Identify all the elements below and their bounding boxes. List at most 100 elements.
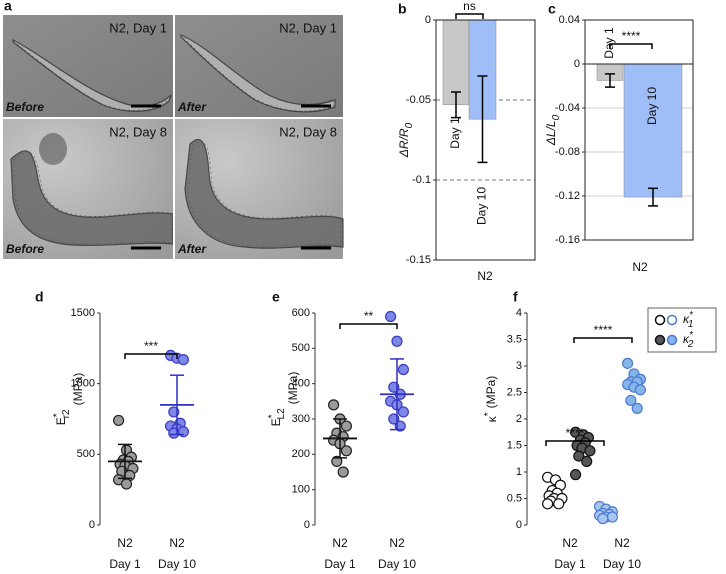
x-tick-label: N2 <box>562 536 578 550</box>
y-axis-label-sub: r2 <box>61 409 72 418</box>
significance-bracket <box>609 43 653 49</box>
data-point <box>631 402 643 414</box>
y-axis-label-sup: * <box>483 412 494 416</box>
x-tick-label: Day 10 <box>158 557 196 571</box>
y-axis-label-base: E <box>54 417 68 425</box>
legend-swatch <box>654 334 666 346</box>
y-tick-label: -0.12 <box>555 190 580 202</box>
y-axis-label: ΔL/L0 <box>544 114 561 146</box>
category-label: Day 10 <box>645 87 659 125</box>
y-tick-label: -0.16 <box>555 234 580 246</box>
significance-bracket <box>545 440 605 446</box>
significance-label: **** <box>594 323 613 337</box>
data-point <box>581 455 593 467</box>
data-point <box>573 450 585 462</box>
x-tick-label: N2 <box>117 536 133 550</box>
significance-label: ** <box>364 309 374 323</box>
y-axis-label: ΔR/R0 <box>397 122 414 158</box>
data-point <box>397 406 409 418</box>
y-tick-label: 4 <box>516 307 522 319</box>
panel-label: d <box>35 289 44 305</box>
x-tick-label: Day 10 <box>603 557 641 571</box>
image-tag: After <box>177 100 207 114</box>
significance-label: *** <box>144 339 158 353</box>
category-label: Day 1 <box>448 117 462 149</box>
category-label: Day 10 <box>475 187 489 225</box>
y-axis-label-base: ΔR/R <box>397 128 411 158</box>
y-tick-label: 1000 <box>71 378 95 390</box>
data-point <box>397 363 409 376</box>
y-tick-label: 1.5 <box>507 439 522 451</box>
legend-label-sup: * <box>689 310 694 321</box>
image-caption: N2, Day 8 <box>109 124 167 139</box>
legend-label-sub: 2 <box>687 339 694 350</box>
panel-label: b <box>398 1 407 17</box>
data-point <box>337 466 349 478</box>
plot-frame <box>584 19 694 241</box>
micrograph: N2, Day 8 Before <box>3 119 174 259</box>
y-axis-label-unit: (MPa) <box>71 373 85 406</box>
data-point <box>541 498 554 510</box>
y-tick-label: 3 <box>516 360 522 372</box>
significance-bracket <box>573 337 633 343</box>
y-axis-label-base: E <box>269 418 283 426</box>
data-point <box>597 513 609 525</box>
worm <box>180 34 336 113</box>
x-tick-label: N2 <box>389 536 405 550</box>
x-tick-label: Day 10 <box>378 557 416 571</box>
worm-gut <box>15 40 170 111</box>
image-tag: Before <box>6 242 44 256</box>
y-tick-label: -0.1 <box>412 174 431 186</box>
significance-bracket <box>455 13 484 19</box>
panel-label: f <box>513 289 518 305</box>
x-tick-label: Day 1 <box>109 557 141 571</box>
y-tick-label: 400 <box>292 378 310 390</box>
panel-label: a <box>4 0 12 14</box>
legend-label: κ* 1 <box>683 310 694 330</box>
micrograph: N2, Day 8 After <box>175 119 344 259</box>
y-axis-label-sub: 0 <box>404 122 415 128</box>
y-axis-label-sup: * <box>52 413 63 417</box>
data-point <box>177 354 189 366</box>
legend-label: κ* 2 <box>683 330 694 350</box>
y-axis-label-unit: (MPa) <box>286 372 300 405</box>
legend-label-sub: 1 <box>688 319 694 330</box>
data-point <box>340 420 352 432</box>
x-axis-label: N2 <box>477 269 493 283</box>
data-point <box>331 455 343 467</box>
data-point <box>385 310 397 323</box>
y-tick-label: 0 <box>425 14 431 26</box>
bar <box>623 63 683 198</box>
image-bg <box>3 15 173 117</box>
y-axis-label-sub: L2 <box>276 408 287 420</box>
worm <box>184 138 344 249</box>
y-tick-label: -0.05 <box>406 94 431 106</box>
micrograph: N2, Day 1 After <box>175 15 343 117</box>
y-axis-label: κ* (MPa) <box>483 376 500 423</box>
y-tick-label: 500 <box>77 448 95 460</box>
y-tick-label: 3.5 <box>507 333 522 345</box>
y-axis-label-base: ΔL/L <box>544 120 558 146</box>
y-tick-label: -0.04 <box>555 102 580 114</box>
y-tick-label: 0 <box>89 519 95 531</box>
panel-label: e <box>272 289 280 305</box>
y-tick-label: 0.04 <box>559 14 580 26</box>
y-axis-label-sub: 0 <box>551 114 562 120</box>
x-tick-label: N2 <box>332 536 348 550</box>
y-tick-label: -0.15 <box>406 254 431 266</box>
blob <box>39 133 67 165</box>
y-tick-label: 0 <box>516 519 522 531</box>
micrograph: N2, Day 1 Before <box>3 15 173 117</box>
data-point <box>625 394 637 407</box>
x-tick-label: Day 1 <box>554 557 586 571</box>
y-tick-label: 200 <box>292 448 310 460</box>
data-point <box>584 445 596 457</box>
y-axis-label-base: κ <box>485 415 499 422</box>
image-tag: Before <box>6 100 44 114</box>
image-caption: N2, Day 1 <box>109 20 167 35</box>
y-tick-label: 2 <box>516 413 522 425</box>
image-tag: After <box>177 242 207 256</box>
significance-bracket <box>339 323 398 329</box>
category-label: Day 1 <box>602 27 616 59</box>
legend-label-base: κ <box>683 312 690 326</box>
